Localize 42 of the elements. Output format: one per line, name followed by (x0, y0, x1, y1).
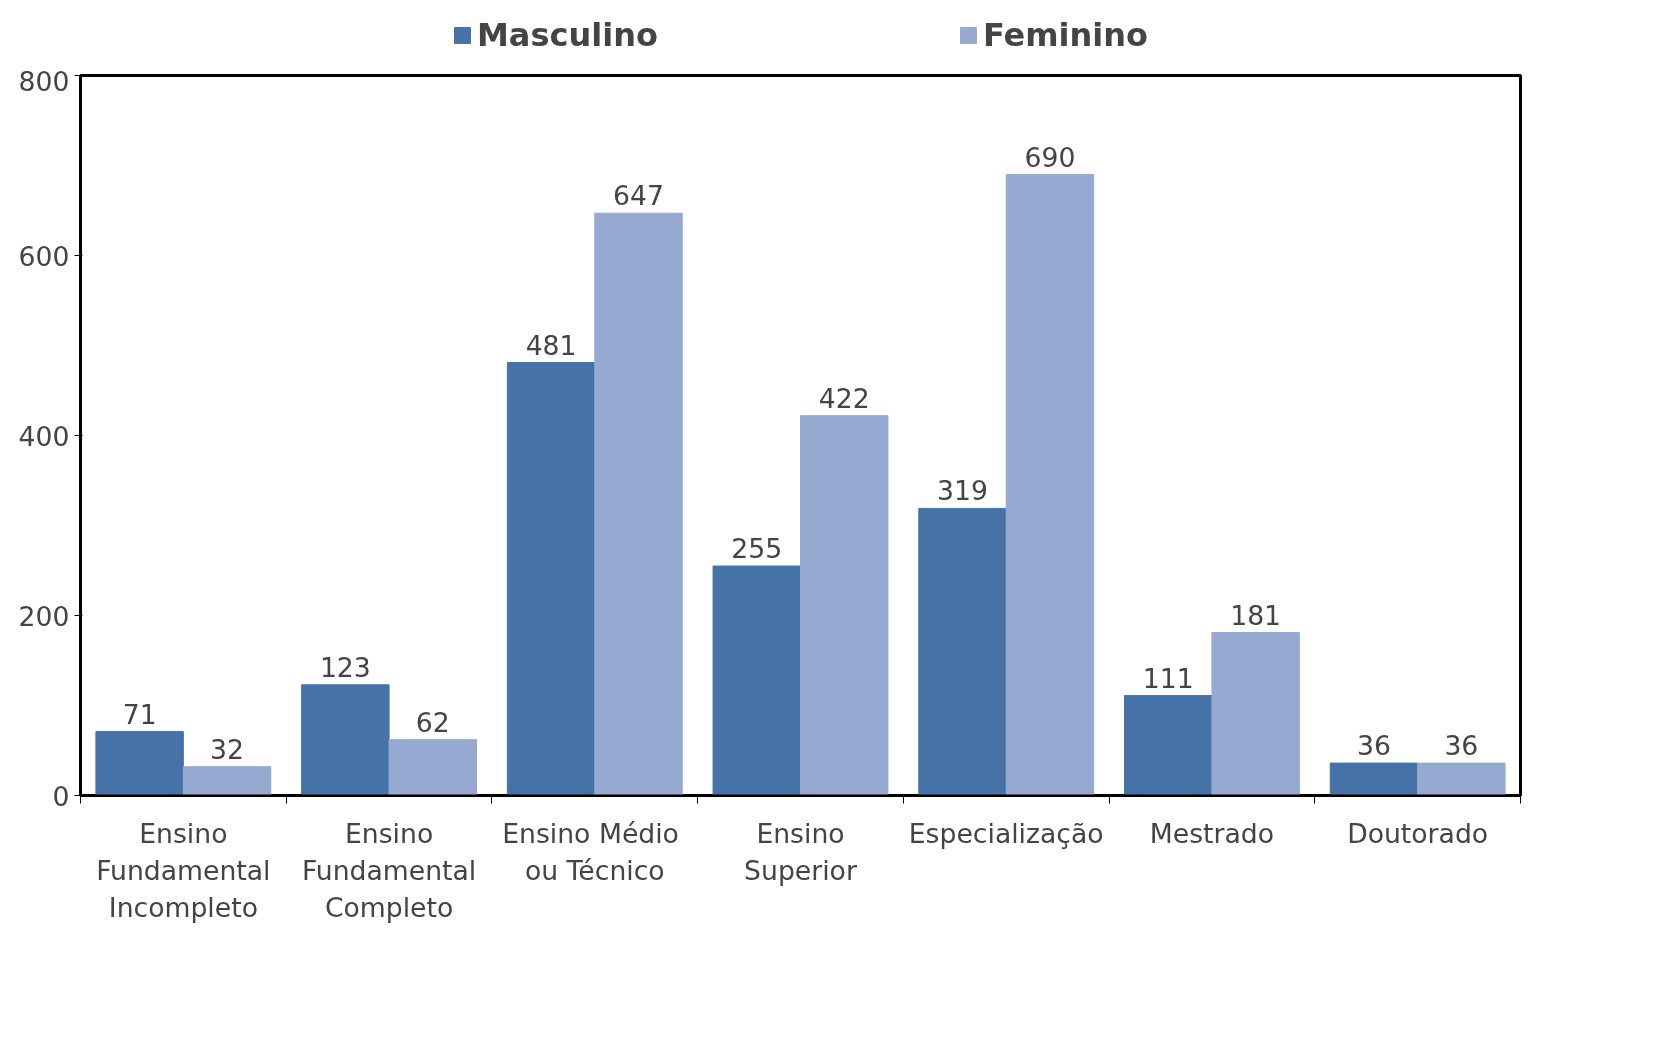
data-label: 422 (818, 382, 870, 414)
bar (594, 212, 683, 796)
bar (95, 731, 184, 796)
bar (1417, 762, 1506, 796)
bar (918, 507, 1007, 796)
bar (1124, 695, 1213, 796)
x-tick-label: Especialização (908, 817, 1104, 849)
data-label: 36 (1356, 730, 1391, 762)
y-tick-label: 800 (18, 65, 70, 97)
y-tick-label: 400 (18, 420, 70, 452)
bar (182, 766, 272, 796)
bar (388, 739, 477, 796)
data-label: 32 (210, 733, 245, 765)
x-tick-label: Doutorado (1347, 817, 1489, 849)
bar (1329, 762, 1419, 796)
data-label: 481 (525, 329, 577, 361)
data-label: 36 (1444, 730, 1479, 762)
legend-label: Masculino (476, 16, 658, 54)
data-label: 647 (613, 180, 664, 212)
bar (800, 415, 889, 796)
bar (712, 565, 801, 796)
data-label: 123 (319, 651, 371, 683)
y-tick-label: 0 (52, 780, 70, 812)
data-label: 71 (122, 698, 157, 730)
legend-label: Feminino (982, 16, 1149, 54)
data-label: 62 (415, 706, 450, 738)
y-tick-label: 200 (18, 600, 70, 632)
data-label: 690 (1024, 141, 1076, 173)
bar (301, 684, 390, 796)
x-tick-label: Ensino Fundamental Completo (301, 817, 477, 923)
bar (1005, 174, 1095, 796)
bar (506, 362, 596, 796)
data-label: 319 (937, 475, 988, 507)
x-tick-label: Ensino Superior (744, 817, 857, 886)
bar (1211, 632, 1300, 796)
x-tick-label: Ensino Fundamental Incompleto (96, 817, 271, 923)
data-label: 255 (731, 533, 783, 564)
x-tick-label: Ensino Médio ou Técnico (502, 817, 679, 886)
y-tick-label: 600 (18, 240, 70, 272)
x-tick-label: Mestrado (1149, 817, 1275, 849)
data-label: 111 (1142, 662, 1194, 694)
data-label: 181 (1230, 599, 1282, 631)
